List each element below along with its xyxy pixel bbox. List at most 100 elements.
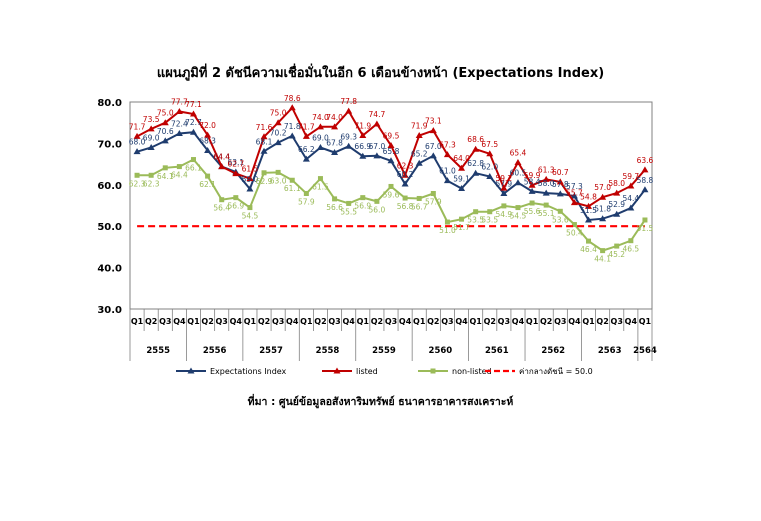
data-point-listed [514, 158, 522, 165]
data-label-expectations-index: 71.8 [284, 122, 301, 131]
data-label-non-listed: 62.3 [129, 179, 146, 188]
x-tick-label: Q4 [286, 317, 299, 326]
data-label-expectations-index: 69.3 [340, 132, 357, 141]
data-label-listed: 61.5 [242, 165, 259, 174]
data-label-expectations-index: 65.8 [383, 147, 400, 156]
data-label-listed: 58.0 [608, 179, 625, 188]
data-point-listed [232, 170, 240, 177]
data-point-non-listed [614, 243, 620, 249]
data-label-expectations-index: 52.9 [608, 200, 625, 209]
x-tick-label: Q4 [230, 317, 243, 326]
x-tick-label: Q3 [554, 317, 566, 326]
x-tick-label: Q2 [258, 317, 270, 326]
data-label-non-listed: 64.1 [157, 172, 174, 181]
data-label-non-listed: 44.1 [594, 255, 611, 264]
data-point-expectations-index [500, 189, 508, 196]
data-label-non-listed: 63.0 [270, 176, 287, 185]
data-point-listed [401, 171, 409, 178]
data-point-expectations-index [599, 215, 607, 222]
data-point-listed [542, 175, 550, 182]
data-point-non-listed [317, 176, 323, 182]
x-tick-label: Q4 [342, 317, 355, 326]
data-point-expectations-index [415, 159, 423, 166]
data-point-listed [359, 132, 367, 139]
data-label-expectations-index: 58.8 [637, 176, 654, 185]
x-tick-label: Q4 [455, 317, 468, 326]
y-tick-label: 40.0 [97, 264, 122, 275]
data-label-expectations-index: 58.4 [524, 177, 541, 186]
data-label-expectations-index: 64.4 [213, 153, 230, 162]
data-label-expectations-index: 67.8 [326, 139, 343, 148]
data-label-expectations-index: 60.2 [397, 170, 414, 179]
x-tick-label: Q2 [314, 317, 326, 326]
data-point-expectations-index [204, 146, 212, 153]
data-point-non-listed [515, 205, 521, 211]
data-label-listed: 65.4 [510, 148, 527, 157]
data-point-expectations-index [528, 187, 536, 194]
data-label-non-listed: 55.5 [340, 207, 357, 216]
data-point-non-listed [529, 200, 535, 206]
data-label-non-listed: 66.1 [185, 164, 202, 173]
x-tick-label: Q2 [427, 317, 439, 326]
data-point-non-listed [487, 209, 493, 215]
data-label-expectations-index: 68.3 [199, 136, 216, 145]
data-point-expectations-index [514, 179, 522, 186]
data-point-non-listed [162, 165, 168, 171]
data-label-listed: 69.5 [383, 131, 400, 140]
x-tick-label: Q3 [441, 317, 453, 326]
data-label-expectations-index: 67.0 [369, 142, 386, 151]
data-label-listed: 72.0 [199, 121, 216, 130]
x-tick-label: Q4 [568, 317, 581, 326]
data-point-non-listed [430, 190, 436, 196]
data-label-expectations-index: 57.8 [552, 180, 569, 189]
data-label-non-listed: 55.6 [524, 207, 541, 216]
data-label-listed: 60.7 [552, 168, 569, 177]
data-label-listed: 71.7 [298, 122, 315, 131]
x-tick-label: Q3 [216, 317, 228, 326]
x-tick-label: Q4 [625, 317, 638, 326]
data-point-expectations-index [133, 148, 141, 155]
x-tick-label: Q1 [300, 317, 313, 326]
data-point-non-listed [473, 209, 479, 215]
data-label-non-listed: 56.9 [354, 202, 371, 211]
year-label: 2556 [203, 346, 227, 356]
data-point-expectations-index [260, 147, 268, 154]
data-point-expectations-index [373, 152, 381, 159]
data-point-expectations-index [246, 185, 254, 192]
data-label-listed: 73.1 [425, 117, 442, 126]
data-label-expectations-index: 57.3 [566, 182, 583, 191]
year-label: 2559 [372, 346, 396, 356]
data-label-expectations-index: 62.8 [467, 159, 484, 168]
legend-label-expectations-index: Expectations Index [210, 367, 287, 376]
data-label-listed: 74.7 [369, 110, 386, 119]
data-point-listed [133, 132, 141, 139]
data-label-listed: 71.7 [129, 122, 146, 131]
data-label-listed: 61.3 [538, 165, 555, 174]
data-point-expectations-index [175, 129, 183, 136]
data-point-listed [274, 119, 282, 126]
x-tick-label: Q3 [498, 317, 510, 326]
data-point-expectations-index [486, 173, 494, 180]
data-label-expectations-index: 66.9 [354, 142, 371, 151]
x-tick-label: Q1 [244, 317, 257, 326]
data-point-listed [613, 189, 621, 196]
data-point-listed [246, 175, 254, 182]
data-label-listed: 71.9 [354, 122, 371, 131]
data-label-listed: 67.3 [439, 141, 456, 150]
data-point-listed [387, 141, 395, 148]
data-point-expectations-index [458, 185, 466, 192]
data-point-expectations-index [641, 186, 649, 193]
data-label-listed: 62.3 [397, 161, 414, 170]
data-label-non-listed: 51.0 [439, 226, 456, 235]
data-label-expectations-index: 59.1 [453, 175, 470, 184]
data-label-expectations-index: 70.6 [157, 127, 174, 136]
legend-label-non-listed: non-listed [452, 367, 492, 376]
data-point-non-listed [600, 248, 606, 254]
x-tick-label: Q3 [611, 317, 623, 326]
data-label-listed: 55.7 [566, 189, 583, 198]
data-label-listed: 77.7 [171, 98, 188, 107]
data-label-expectations-index: 69.0 [312, 134, 329, 143]
data-label-listed: 75.0 [157, 109, 174, 118]
data-point-expectations-index [585, 216, 593, 223]
data-point-listed [204, 131, 212, 138]
